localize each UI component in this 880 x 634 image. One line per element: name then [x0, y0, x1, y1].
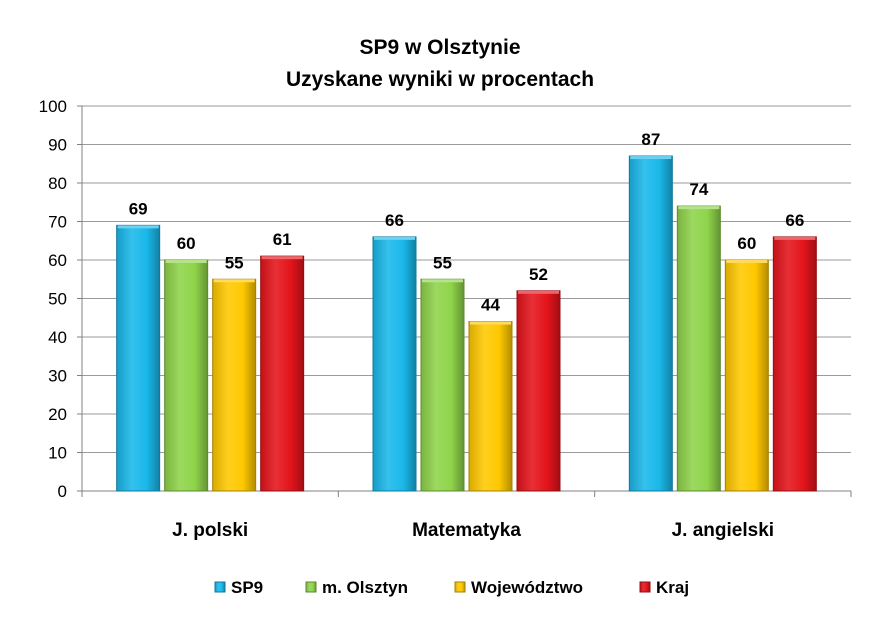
bar — [516, 290, 561, 492]
y-axis-tick-labels: 0 10 20 30 40 50 60 70 80 90 100 — [39, 97, 67, 501]
bar-highlight — [774, 236, 816, 240]
bar — [164, 259, 209, 492]
bar-highlight — [213, 279, 255, 283]
data-label: 55 — [433, 253, 452, 272]
x-category-label: J. polski — [172, 520, 248, 541]
bar-highlight — [261, 256, 303, 260]
gridlines — [77, 105, 851, 492]
chart-title: SP9 w Olsztynie — [359, 36, 520, 59]
data-label: 60 — [177, 234, 196, 253]
x-category-label: Matematyka — [412, 520, 521, 541]
bar-highlight — [117, 225, 159, 229]
axes — [81, 106, 852, 497]
y-tick-label: 10 — [48, 444, 67, 463]
bar-highlight — [374, 236, 415, 240]
bar-highlight — [165, 260, 207, 263]
y-tick-label: 70 — [48, 213, 67, 232]
data-label: 87 — [641, 130, 660, 149]
legend-label: m. Olsztyn — [322, 578, 408, 597]
x-category-label: J. angielski — [672, 520, 774, 541]
data-label: 60 — [737, 234, 756, 253]
legend-label: Kraj — [656, 578, 689, 597]
y-tick-label: 80 — [48, 174, 67, 193]
legend-swatch — [214, 581, 226, 593]
bar — [372, 236, 417, 492]
data-label: 52 — [529, 265, 548, 284]
bar-highlight — [678, 206, 720, 210]
bar-highlight — [518, 290, 559, 294]
bar — [212, 278, 257, 492]
y-tick-label: 90 — [48, 136, 67, 155]
data-label: 55 — [225, 253, 244, 272]
bar — [724, 259, 769, 492]
bar-highlight — [630, 156, 672, 160]
legend-swatch — [639, 581, 651, 593]
bar-highlight — [470, 321, 511, 325]
y-tick-label: 30 — [48, 367, 67, 386]
data-label: 61 — [273, 230, 292, 249]
x-axis-category-labels: J. polski Matematyka J. angielski — [172, 520, 774, 541]
data-labels: 69 60 55 61 66 55 44 52 87 74 60 66 — [129, 130, 805, 315]
bar — [628, 155, 673, 492]
data-label: 69 — [129, 199, 148, 218]
y-tick-label: 20 — [48, 405, 67, 424]
data-label: 44 — [481, 296, 500, 315]
y-tick-label: 40 — [48, 328, 67, 347]
legend-swatch — [305, 581, 317, 593]
bar-highlight — [726, 260, 768, 263]
legend-swatch — [454, 581, 466, 593]
bar — [420, 278, 465, 492]
legend: SP9 m. Olsztyn Województwo Kraj — [214, 578, 689, 597]
chart-subtitle: Uzyskane wyniki w procentach — [286, 68, 594, 91]
y-tick-label: 0 — [58, 482, 67, 501]
legend-label: Województwo — [471, 578, 583, 597]
data-label: 74 — [689, 180, 708, 199]
bar — [116, 224, 161, 492]
bar-highlight — [422, 279, 463, 283]
bar — [468, 321, 513, 492]
y-tick-label: 100 — [39, 97, 67, 116]
bars — [116, 155, 817, 492]
data-label: 66 — [385, 211, 404, 230]
y-tick-label: 60 — [48, 251, 67, 270]
bar — [676, 205, 721, 492]
bar — [772, 236, 817, 492]
bar — [260, 255, 305, 492]
legend-label: SP9 — [231, 578, 263, 597]
data-label: 66 — [785, 211, 804, 230]
y-tick-label: 50 — [48, 290, 67, 309]
